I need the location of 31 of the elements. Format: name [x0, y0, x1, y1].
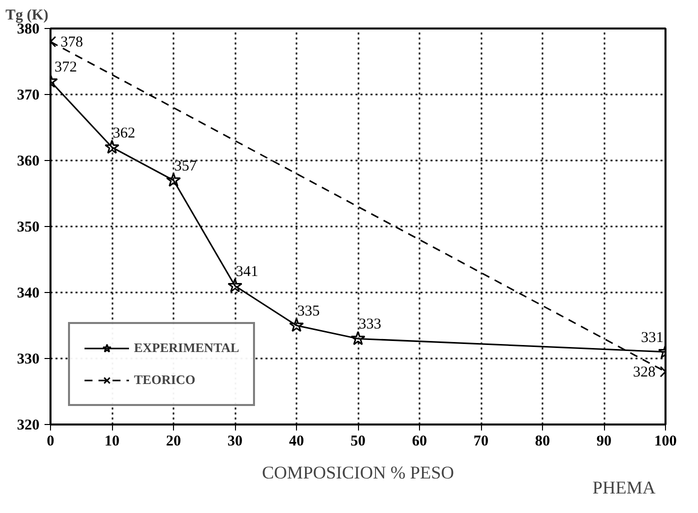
x-tick-label: 60 — [412, 434, 427, 450]
data-label: 341 — [236, 264, 258, 280]
y-tick-label: 370 — [17, 88, 40, 104]
x-tick-label: 30 — [228, 434, 242, 450]
y-tick-label: 320 — [17, 418, 40, 434]
x-tick-label: 20 — [166, 434, 181, 450]
data-label: 333 — [358, 316, 382, 333]
legend-label: EXPERIMENTAL — [134, 340, 240, 356]
data-label: 335 — [297, 304, 320, 320]
y-tick-label: 340 — [17, 286, 40, 302]
data-label: 372 — [54, 59, 77, 76]
y-tick-label: 360 — [17, 154, 40, 170]
x-tick-label: 0 — [46, 434, 54, 450]
data-label: 362 — [112, 125, 136, 142]
x-tick-label: 10 — [104, 434, 120, 450]
x-tick-label: 40 — [289, 434, 304, 450]
y-tick-label: 350 — [17, 220, 40, 236]
text: PHEMA — [592, 478, 656, 498]
y-axis-title: Tg (K) — [6, 8, 48, 24]
data-label: 328 — [633, 364, 656, 381]
data-label: 378 — [60, 34, 83, 51]
y-tick-label: 330 — [17, 352, 40, 368]
x-tick-label: 80 — [535, 434, 550, 450]
legend-label: TEORICO — [134, 372, 196, 388]
x-axis-title: COMPOSICION % PESO — [262, 462, 454, 482]
x-tick-label: 100 — [654, 434, 677, 450]
y-tick-label: 380 — [17, 22, 40, 38]
data-label: 331 — [641, 330, 664, 346]
x-tick-label: 50 — [350, 434, 366, 450]
x-tick-label: 70 — [474, 434, 488, 450]
x-tick-label: 90 — [596, 434, 612, 450]
